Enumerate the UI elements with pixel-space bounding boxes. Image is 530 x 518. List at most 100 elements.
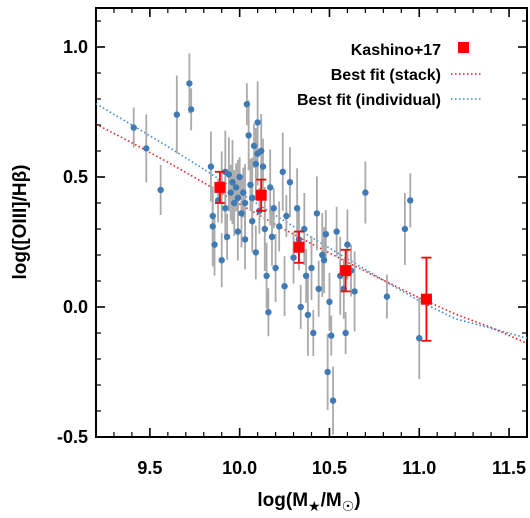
x-tick-label: 10.0 <box>222 458 257 478</box>
data-point <box>302 272 310 279</box>
fit-lines <box>96 103 527 345</box>
data-point <box>249 194 256 201</box>
plot-frame <box>95 7 528 438</box>
data-point <box>310 329 317 337</box>
data-point <box>229 179 236 186</box>
data-point <box>143 145 150 152</box>
data-point <box>283 212 290 220</box>
data-point <box>254 119 261 126</box>
data-point <box>157 186 164 194</box>
data-point <box>326 298 333 305</box>
data-point <box>322 231 330 238</box>
stack-point <box>293 241 305 253</box>
data-point <box>313 210 321 217</box>
data-point <box>236 173 243 181</box>
data-point <box>209 223 216 230</box>
legend: Kashino+17 Best fit (stack) Best fit (in… <box>297 42 482 109</box>
data-point <box>342 329 349 337</box>
data-point <box>407 197 414 204</box>
data-point <box>333 228 340 235</box>
data-point <box>270 205 277 212</box>
data-points <box>130 80 423 404</box>
data-point <box>261 225 269 233</box>
data-point <box>227 189 234 196</box>
data-point <box>223 233 231 240</box>
data-point <box>275 223 283 230</box>
data-point <box>240 189 247 196</box>
data-point <box>250 142 258 149</box>
data-point <box>209 212 216 220</box>
stacked-points <box>214 170 432 342</box>
data-point <box>252 249 260 256</box>
data-point <box>297 303 304 311</box>
data-point <box>241 199 249 207</box>
data-point <box>324 368 331 376</box>
x-tick-label: 11.5 <box>492 458 526 478</box>
data-point <box>401 225 409 233</box>
data-point <box>247 181 254 188</box>
data-point <box>272 264 279 272</box>
data-point <box>266 184 274 191</box>
stack-point <box>420 293 432 305</box>
data-point <box>186 80 193 87</box>
data-point <box>268 233 276 240</box>
data-point <box>173 111 181 118</box>
legend-label-fit-individual: Best fit (individual) <box>297 92 441 109</box>
data-point <box>234 228 242 235</box>
data-point <box>320 257 328 264</box>
stack-point <box>255 189 267 201</box>
data-point <box>232 184 240 191</box>
data-point <box>329 397 337 404</box>
stack-point <box>214 181 226 193</box>
data-point <box>245 132 252 139</box>
legend-label-fit-stack: Best fit (stack) <box>331 67 441 84</box>
data-point <box>249 218 256 225</box>
y-axis-label: log([OIII]/Hβ) <box>10 164 31 279</box>
legend-marker-kashino <box>458 42 469 53</box>
x-tick-label: 11.0 <box>402 458 436 478</box>
data-point <box>383 293 391 300</box>
data-point <box>218 257 225 264</box>
legend-label-kashino: Kashino+17 <box>351 42 441 59</box>
data-point <box>130 124 137 131</box>
data-point <box>187 106 195 113</box>
data-point <box>315 285 322 292</box>
data-point <box>222 205 229 212</box>
data-point <box>263 272 270 279</box>
y-tick-label: 1.0 <box>63 37 88 57</box>
data-point <box>290 254 297 261</box>
data-point <box>241 236 249 243</box>
x-axis-label: log(M★/M☉) <box>257 490 360 514</box>
data-point <box>319 251 326 259</box>
data-point <box>265 309 272 316</box>
data-point <box>351 288 358 295</box>
data-point <box>301 225 308 233</box>
data-point <box>259 163 267 170</box>
data-point <box>252 160 260 168</box>
data-point <box>279 168 286 175</box>
fit-stack-line <box>96 123 527 345</box>
data-point <box>207 163 215 170</box>
data-point <box>258 147 265 155</box>
data-point <box>281 283 288 290</box>
data-point <box>231 199 238 207</box>
data-point <box>211 241 218 248</box>
data-point <box>362 189 369 196</box>
x-tick-label: 10.5 <box>312 458 347 478</box>
data-point <box>234 194 242 201</box>
data-point <box>344 241 351 248</box>
data-point <box>308 264 315 272</box>
data-point <box>328 332 335 339</box>
data-point <box>304 311 312 318</box>
data-point <box>286 179 294 186</box>
data-point <box>293 205 301 212</box>
data-point <box>243 101 251 108</box>
x-tick-label: 9.5 <box>137 458 162 478</box>
axis-ticks: 9.5 10.0 10.5 11.0 11.5 1.0 0.5 0.0 -0.5 <box>57 8 528 478</box>
y-tick-label: 0.5 <box>63 167 88 187</box>
data-point <box>225 171 233 178</box>
data-point <box>416 335 423 342</box>
data-point <box>238 210 245 217</box>
stack-point <box>340 265 352 277</box>
